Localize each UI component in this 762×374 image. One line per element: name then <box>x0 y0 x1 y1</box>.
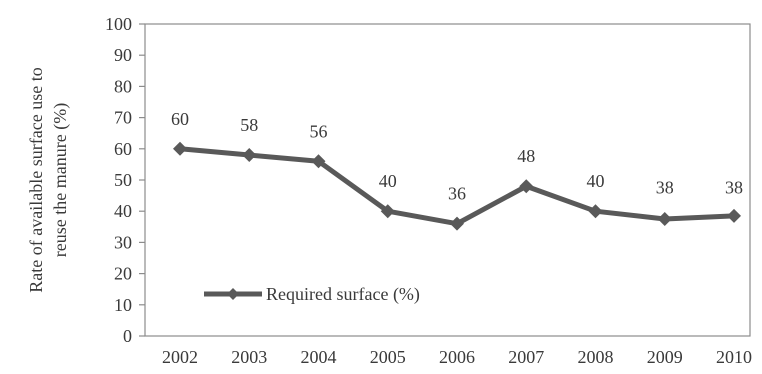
data-label: 58 <box>240 115 258 135</box>
y-tick-label: 10 <box>114 295 132 315</box>
y-axis-title-line-1: Rate of available surface use to <box>26 67 46 292</box>
series-layer <box>173 141 741 231</box>
data-point-marker <box>173 141 187 156</box>
y-tick-label: 0 <box>123 326 132 346</box>
y-tick-label: 90 <box>114 45 132 65</box>
y-tick-label: 30 <box>114 232 132 252</box>
x-tick-label: 2005 <box>370 347 406 367</box>
data-label: 40 <box>587 171 605 191</box>
legend-diamond-marker <box>227 288 239 300</box>
y-axis-title: Rate of available surface use to reuse t… <box>26 67 71 292</box>
x-tick-label: 2008 <box>578 347 614 367</box>
data-point-marker <box>242 148 257 163</box>
x-tick-label: 2006 <box>439 347 475 367</box>
data-point-marker <box>657 212 672 226</box>
data-point-marker <box>380 204 395 219</box>
y-tick-label: 40 <box>114 201 132 221</box>
x-tick-label: 2004 <box>301 347 337 367</box>
data-point-marker <box>311 154 326 169</box>
data-label: 36 <box>448 184 466 204</box>
y-axis: 0 10 20 30 40 50 60 70 80 90 100 <box>105 14 145 346</box>
x-tick-label: 2007 <box>508 347 544 367</box>
data-label: 48 <box>517 146 535 166</box>
x-tick-label: 2002 <box>162 347 198 367</box>
x-tick-label: 2009 <box>647 347 683 367</box>
data-label: 56 <box>310 121 328 141</box>
y-tick-label: 60 <box>114 139 132 159</box>
data-point-marker <box>519 179 534 194</box>
x-tick-label: 2003 <box>231 347 267 367</box>
data-label: 38 <box>656 177 674 197</box>
data-point-marker <box>588 204 603 219</box>
data-label: 60 <box>171 109 189 129</box>
data-label: 38 <box>725 177 743 197</box>
legend: Required surface (%) <box>204 284 420 305</box>
y-tick-label: 100 <box>105 14 132 34</box>
y-tick-label: 50 <box>114 170 132 190</box>
y-tick-label: 70 <box>114 108 132 128</box>
data-point-marker <box>450 216 464 231</box>
y-tick-label: 20 <box>114 264 132 284</box>
x-tick-label: 2010 <box>716 347 752 367</box>
data-point-marker <box>727 208 741 223</box>
y-tick-label: 80 <box>114 76 132 96</box>
data-label: 40 <box>379 171 397 191</box>
x-axis: 2002 2003 2004 2005 2006 2007 2008 2009 2010 <box>162 347 752 367</box>
legend-label: Required surface (%) <box>266 284 420 305</box>
data-labels-layer: 60 58 56 40 36 48 40 38 38 <box>171 109 743 204</box>
y-axis-title-line-2: reuse the manure (%) <box>50 103 71 257</box>
